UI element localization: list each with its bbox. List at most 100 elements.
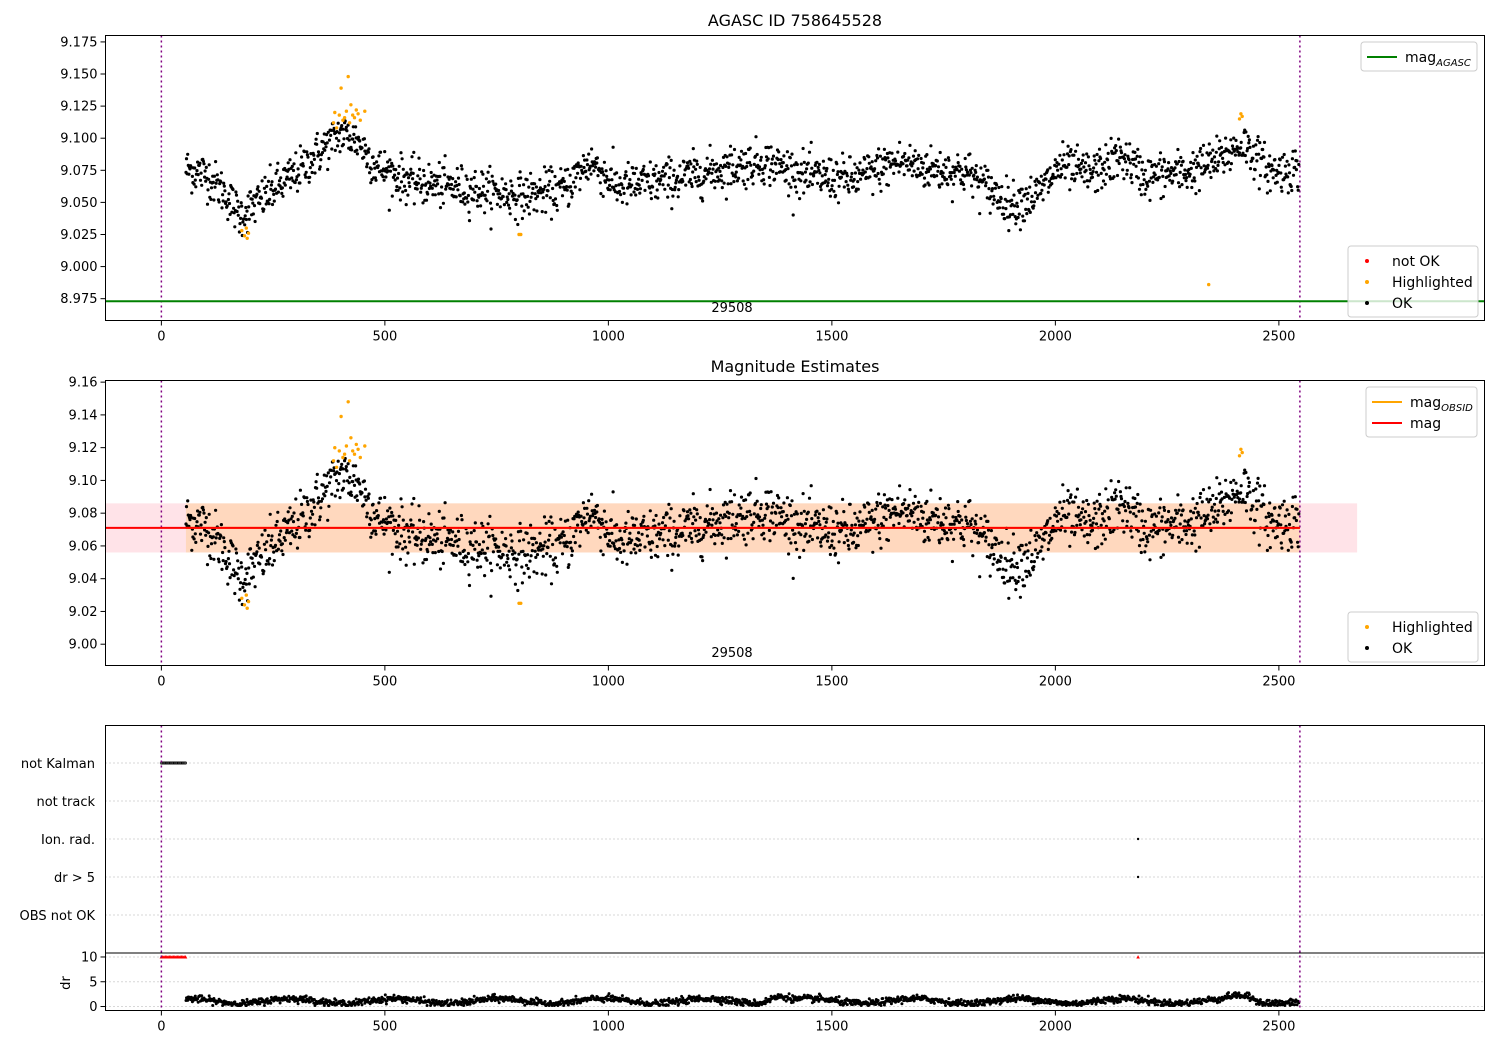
ok-point bbox=[615, 523, 619, 527]
ok-point bbox=[950, 559, 955, 564]
ok-point bbox=[1018, 595, 1023, 599]
ok-point bbox=[1085, 498, 1089, 503]
ok-point bbox=[1162, 508, 1167, 512]
ok-point bbox=[400, 505, 404, 509]
ok-point bbox=[1183, 519, 1187, 523]
ok-point bbox=[1210, 508, 1214, 512]
legend-frame bbox=[1360, 41, 1478, 72]
ok-point bbox=[1004, 207, 1008, 211]
highlighted-point bbox=[344, 109, 349, 113]
ok-point bbox=[822, 516, 826, 521]
ok-point bbox=[602, 160, 607, 164]
ok-point bbox=[1244, 470, 1248, 475]
ok-point bbox=[419, 547, 423, 551]
ok-point bbox=[655, 533, 659, 537]
ok-point bbox=[785, 150, 790, 154]
ok-point bbox=[693, 529, 697, 533]
highlighted-point bbox=[240, 228, 244, 233]
ok-point bbox=[535, 209, 539, 213]
ok-point bbox=[1258, 173, 1262, 178]
ok-point bbox=[607, 178, 611, 182]
ok-point bbox=[1268, 189, 1272, 193]
ok-point bbox=[255, 192, 259, 196]
ok-point bbox=[906, 506, 910, 510]
ok-point bbox=[547, 538, 551, 542]
ok-point bbox=[309, 160, 314, 164]
ok-point bbox=[207, 177, 211, 181]
ok-point bbox=[486, 189, 490, 193]
ok-point bbox=[746, 177, 750, 182]
ok-point bbox=[1117, 479, 1121, 484]
ok-point bbox=[219, 180, 223, 184]
dr-point bbox=[594, 998, 598, 1002]
ok-point bbox=[620, 560, 625, 565]
ok-point bbox=[1067, 154, 1071, 158]
ok-point bbox=[316, 496, 321, 500]
ok-point bbox=[1091, 170, 1095, 174]
ok-point bbox=[817, 168, 821, 172]
ok-point bbox=[1217, 509, 1221, 513]
ok-point bbox=[1247, 480, 1251, 485]
ok-point bbox=[1245, 494, 1249, 499]
ok-point bbox=[285, 528, 289, 532]
ok-point bbox=[1180, 538, 1184, 542]
ok-point bbox=[251, 212, 255, 216]
ok-point bbox=[645, 180, 650, 184]
ok-point bbox=[334, 136, 339, 140]
ok-point bbox=[771, 154, 776, 158]
ok-point bbox=[597, 166, 601, 170]
ok-point bbox=[1031, 568, 1035, 572]
ok-point bbox=[266, 559, 270, 563]
ok-point bbox=[619, 550, 623, 555]
ok-point bbox=[630, 538, 634, 542]
ok-point bbox=[498, 549, 502, 553]
ok-point bbox=[1094, 522, 1099, 526]
ok-point bbox=[637, 531, 641, 535]
ok-point bbox=[1081, 507, 1085, 511]
ok-point bbox=[390, 510, 394, 515]
ok-point bbox=[708, 487, 712, 492]
ok-point bbox=[243, 577, 247, 582]
ok-point bbox=[1244, 509, 1249, 513]
ok-point bbox=[304, 170, 308, 174]
ok-point bbox=[417, 156, 421, 160]
ok-point bbox=[393, 178, 397, 182]
ok-point bbox=[1230, 497, 1234, 501]
ok-point bbox=[1070, 530, 1074, 534]
ok-point bbox=[1280, 546, 1284, 550]
dr-point bbox=[250, 1002, 254, 1006]
highlighted-point bbox=[351, 113, 355, 117]
ok-point bbox=[1294, 518, 1298, 523]
ok-point bbox=[525, 531, 529, 536]
ok-point bbox=[1295, 507, 1299, 511]
ok-point bbox=[508, 568, 512, 572]
ok-point bbox=[315, 142, 319, 146]
ok-point bbox=[784, 178, 788, 182]
highlighted-point bbox=[1239, 447, 1243, 451]
ok-point bbox=[1047, 533, 1052, 537]
ok-point bbox=[682, 160, 686, 164]
ok-point bbox=[1169, 523, 1173, 528]
highlighted-point bbox=[352, 116, 357, 120]
ok-point bbox=[320, 151, 325, 155]
ok-point bbox=[627, 537, 631, 541]
ok-point bbox=[1065, 515, 1069, 520]
ok-point bbox=[472, 557, 476, 561]
highlighted-point bbox=[337, 449, 341, 453]
ok-point bbox=[586, 531, 590, 535]
ok-point bbox=[1185, 541, 1189, 545]
ok-point bbox=[1136, 492, 1140, 497]
ok-point bbox=[566, 565, 570, 570]
ok-point bbox=[269, 544, 273, 548]
ok-point bbox=[897, 170, 901, 174]
ok-point bbox=[510, 539, 514, 543]
ok-point bbox=[917, 500, 921, 504]
ok-point bbox=[305, 153, 309, 157]
ok-point bbox=[738, 163, 742, 167]
ok-point bbox=[193, 532, 197, 536]
ok-point bbox=[678, 514, 682, 518]
ok-point bbox=[557, 537, 561, 541]
ok-point bbox=[961, 182, 966, 187]
ok-point bbox=[325, 474, 329, 478]
